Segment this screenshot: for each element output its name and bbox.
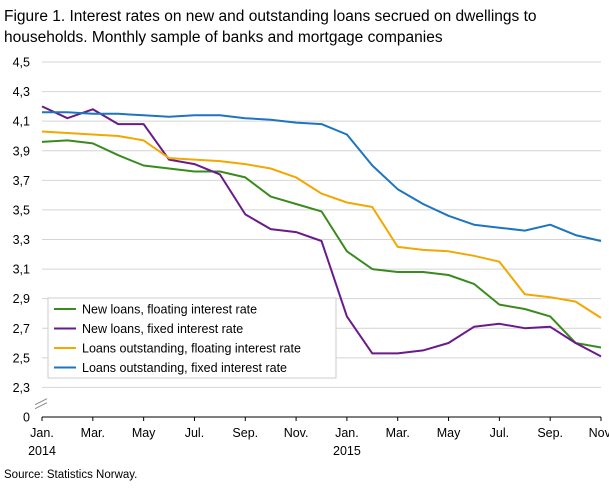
x-tick-year-label: 2014 (28, 444, 56, 458)
y-tick-label: 0 (23, 411, 30, 425)
source-note: Source: Statistics Norway. (4, 469, 138, 481)
series-line (41, 130, 602, 319)
y-tick-label: 4,5 (13, 56, 30, 70)
legend-box (47, 297, 337, 379)
x-tick-label: Sep. (232, 426, 258, 440)
axis-break-mark (34, 398, 48, 406)
y-tick-label: 3,3 (13, 233, 30, 247)
y-tick-label: 3,5 (13, 203, 30, 217)
x-tick-label: Nov. (284, 426, 309, 440)
legend-label: Loans outstanding, fixed interest rate (82, 361, 287, 375)
legend-label: Loans outstanding, floating interest rat… (82, 342, 301, 356)
x-tick-label: May (132, 426, 156, 440)
y-axis-ticks: 4,5 4,3 4,1 3,9 3,7 3,5 3,3 3,1 2,9 2,7 2,5 2,3 0 (13, 56, 30, 425)
y-tick-label: 3,7 (13, 174, 30, 188)
x-tick-year-label: 2015 (333, 444, 361, 458)
x-axis: Jan. 2014 Mar. May Jul. Sep. Nov. Jan. 2015 Mar. M… (28, 398, 609, 458)
axis-break-mark (34, 402, 48, 410)
x-tick-label: May (437, 426, 461, 440)
x-tick-label: Nov. (589, 426, 609, 440)
x-tick-label: Mar. (386, 426, 410, 440)
y-tick-label: 3,9 (13, 144, 30, 158)
legend-label: New loans, floating interest rate (82, 303, 257, 317)
chart-title: Figure 1. Interest rates on new and outs… (4, 8, 537, 46)
y-tick-label: 4,1 (13, 115, 30, 129)
x-tick-label: Mar. (81, 426, 105, 440)
x-tick-label: Jan. (335, 426, 359, 440)
x-tick-label: Jan. (30, 426, 54, 440)
series-lines (41, 105, 602, 358)
x-tick-label: Jul. (490, 426, 509, 440)
legend-label: New loans, fixed interest rate (82, 322, 243, 336)
y-tick-label: 3,1 (13, 263, 30, 277)
y-tick-label: 2,5 (13, 351, 30, 365)
series-line (41, 105, 602, 358)
series-line (42, 111, 602, 242)
y-tick-label: 4,3 (13, 85, 30, 99)
x-tick-label: Jul. (185, 426, 204, 440)
y-tick-label: 2,7 (13, 322, 30, 336)
legend: New loans, floating interest rate New loa… (47, 297, 337, 379)
series-line (41, 139, 602, 349)
y-tick-label: 2,3 (13, 381, 30, 395)
y-tick-label: 2,9 (13, 292, 30, 306)
x-tick-label: Sep. (537, 426, 563, 440)
